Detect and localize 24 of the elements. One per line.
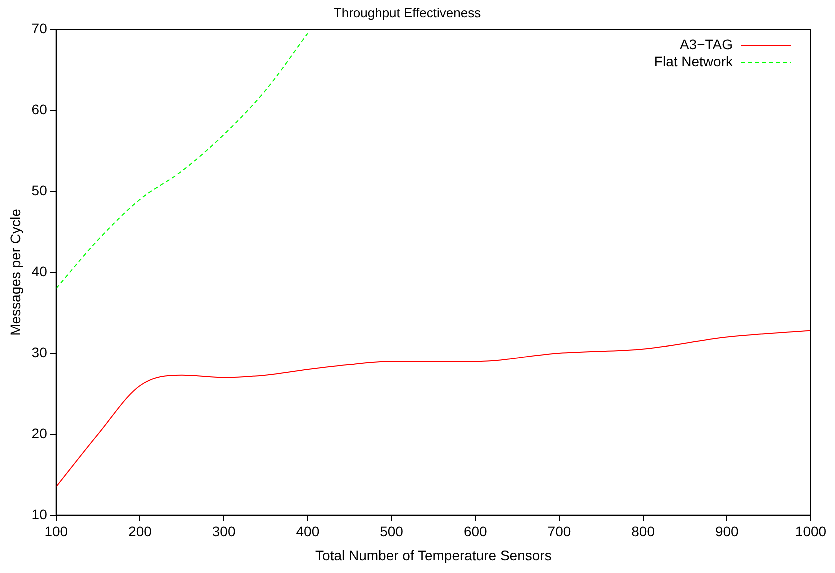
x-tick-label: 800	[632, 524, 656, 540]
y-tick-label: 60	[32, 101, 48, 118]
line-series	[56, 33, 308, 290]
y-tick-label: 50	[32, 182, 48, 198]
x-tick-label: 300	[212, 524, 236, 540]
y-axis-title: Messages per Cycle	[7, 208, 24, 336]
x-tick-label: 200	[128, 524, 152, 540]
x-tick-label: 700	[548, 524, 572, 540]
y-tick-label: 20	[32, 425, 48, 442]
line-series	[56, 330, 811, 488]
x-tick-label: 900	[715, 524, 740, 540]
x-tick-label: 600	[464, 524, 488, 540]
legend-label: A3−TAG	[680, 36, 733, 52]
x-tick-label: 500	[380, 524, 404, 540]
chart-title: Throughput Effectiveness	[334, 5, 482, 20]
x-axis-title: Total Number of Temperature Sensors	[316, 547, 552, 564]
legend-label: Flat Network	[654, 53, 734, 70]
x-tick-label: 400	[296, 524, 320, 540]
x-tick-label: 1000	[795, 524, 827, 540]
y-tick-label: 30	[32, 344, 48, 360]
y-tick-label: 10	[32, 506, 48, 522]
y-tick-label: 70	[32, 20, 48, 36]
y-tick-label: 40	[32, 263, 48, 280]
x-tick-label: 100	[44, 524, 68, 540]
